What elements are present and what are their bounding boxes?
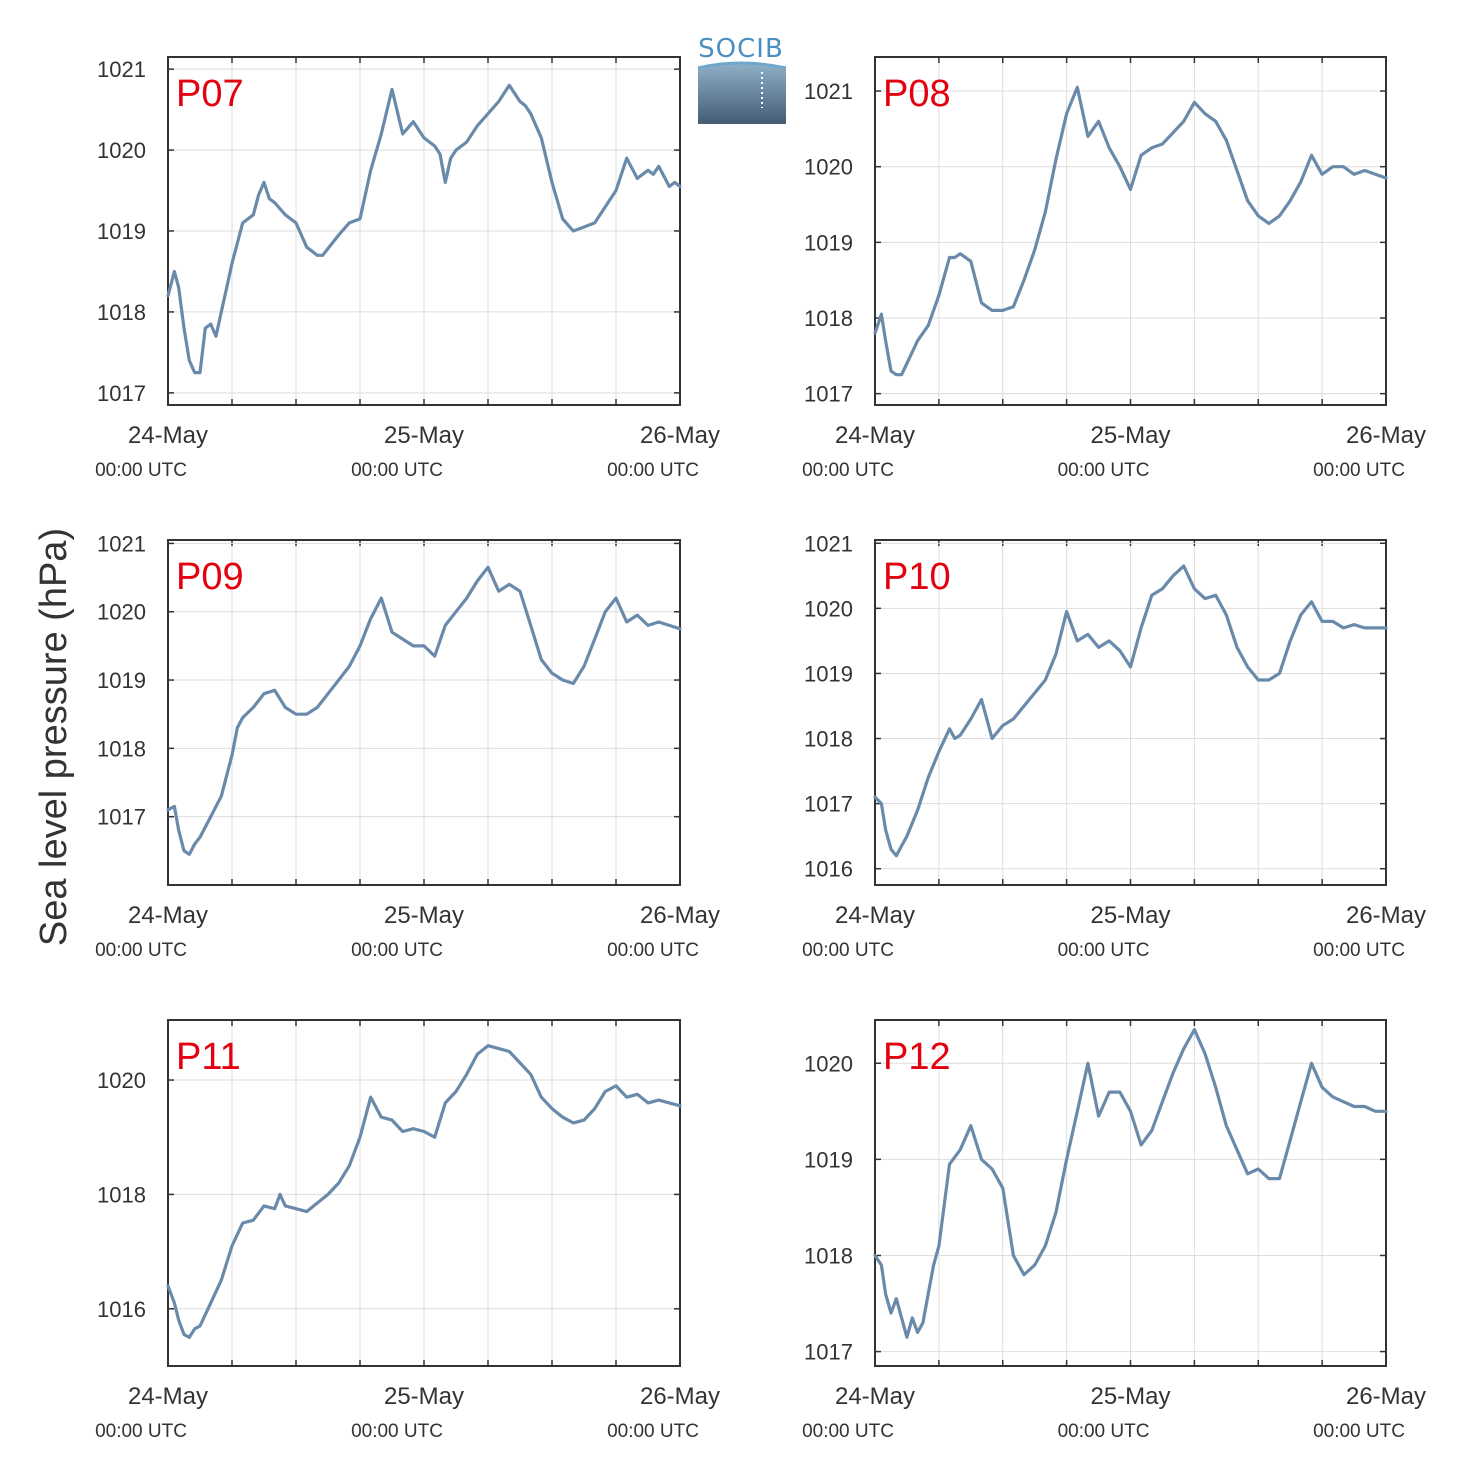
- x-tick-label: 26-May: [1346, 422, 1426, 449]
- x-tick-sublabel: 00:00 UTC: [95, 460, 187, 481]
- y-tick-label: 1018: [804, 727, 853, 752]
- y-tick-label: 1021: [804, 79, 853, 104]
- x-tick-sublabel: 00:00 UTC: [802, 460, 894, 481]
- logo-wave-shape: [698, 63, 786, 124]
- plot-frame: [167, 539, 681, 886]
- x-tick-label: 25-May: [1090, 1383, 1170, 1410]
- y-tick-label: 1021: [804, 531, 853, 556]
- panel-label: P08: [883, 73, 951, 115]
- x-tick-label: 25-May: [384, 1383, 464, 1410]
- x-tick-sublabel: 00:00 UTC: [1058, 940, 1150, 961]
- y-tick-label: 1020: [97, 138, 146, 163]
- pressure-series-line: [873, 85, 1388, 377]
- panel-p08: 1017 1018 1019 1020 1021 24-May 00:00 UTC 25-Ma…: [802, 56, 1426, 481]
- x-tick-sublabel: 00:00 UTC: [802, 1421, 894, 1442]
- x-tick-label: 25-May: [384, 902, 464, 929]
- y-tick-label: 1016: [804, 857, 853, 882]
- x-tick-label: 25-May: [384, 422, 464, 449]
- x-tick-label: 26-May: [640, 422, 720, 449]
- x-tick-sublabel: 00:00 UTC: [1058, 1421, 1150, 1442]
- x-tick-label: 24-May: [128, 902, 208, 929]
- x-tick-sublabel: 00:00 UTC: [607, 1421, 699, 1442]
- x-tick-label: 24-May: [128, 1383, 208, 1410]
- y-tick-label: 1020: [97, 1068, 146, 1093]
- x-tick-sublabel: 00:00 UTC: [351, 1421, 443, 1442]
- y-tick-label: 1020: [97, 600, 146, 625]
- panel-p07: 1017 1018 1019 1020 1021 24-May 00:00 UTC 25-Ma…: [95, 56, 720, 481]
- x-tick-label: 25-May: [1090, 902, 1170, 929]
- y-tick-label: 1017: [804, 1340, 853, 1365]
- y-tick-label: 1020: [804, 596, 853, 621]
- y-tick-label: 1017: [97, 805, 146, 830]
- y-tick-label: 1019: [97, 668, 146, 693]
- panel-label: P12: [883, 1036, 951, 1078]
- panel-label: P09: [176, 556, 244, 598]
- y-tick-label: 1016: [97, 1297, 146, 1322]
- x-tick-sublabel: 00:00 UTC: [1313, 940, 1405, 961]
- y-tick-label: 1019: [804, 1147, 853, 1172]
- pressure-series-line: [873, 564, 1388, 858]
- socib-logo: SOCIB: [697, 34, 787, 124]
- y-axis-label: Sea level pressure (hPa): [33, 528, 75, 946]
- y-tick-label: 1018: [97, 736, 146, 761]
- x-tick-label: 26-May: [1346, 902, 1426, 929]
- x-tick-label: 26-May: [640, 902, 720, 929]
- x-tick-label: 26-May: [640, 1383, 720, 1410]
- y-tick-label: 1017: [804, 792, 853, 817]
- x-tick-label: 24-May: [128, 422, 208, 449]
- pressure-series-line: [873, 1027, 1388, 1339]
- panel-p09: 1017 1018 1019 1020 1021 24-May 00:00 UTC 25-Ma…: [95, 531, 720, 961]
- x-tick-label: 24-May: [835, 902, 915, 929]
- y-tick-label: 1020: [804, 155, 853, 180]
- y-tick-label: 1018: [97, 1182, 146, 1207]
- panel-label: P07: [176, 73, 244, 115]
- panel-label: P10: [883, 556, 951, 598]
- panels: 1017 1018 1019 1020 1021 24-May 00:00 UTC 25-Ma…: [95, 56, 1426, 1442]
- x-tick-label: 25-May: [1090, 422, 1170, 449]
- panel-p11: 1016 1018 1020 24-May 00:00 UTC 25-May 00:00 U…: [95, 1019, 720, 1442]
- panel-p12: 1017 1018 1019 1020 24-May 00:00 UTC 25-May 00:…: [802, 1019, 1426, 1442]
- x-tick-sublabel: 00:00 UTC: [351, 940, 443, 961]
- plot-frame: [167, 56, 681, 406]
- pressure-series-line: [166, 565, 682, 856]
- x-tick-sublabel: 00:00 UTC: [351, 460, 443, 481]
- logo-text: SOCIB: [698, 34, 784, 64]
- panel-p10: 1016 1017 1018 1019 1020 1021 24-May 00:00 UTC 2…: [802, 531, 1426, 961]
- pressure-series-line: [166, 1044, 682, 1340]
- plot-frame: [167, 1019, 681, 1367]
- plot-frame: [874, 1019, 1387, 1367]
- y-tick-label: 1020: [804, 1051, 853, 1076]
- y-tick-label: 1018: [804, 306, 853, 331]
- y-tick-label: 1019: [804, 230, 853, 255]
- y-tick-label: 1018: [97, 300, 146, 325]
- x-tick-sublabel: 00:00 UTC: [95, 1421, 187, 1442]
- x-tick-sublabel: 00:00 UTC: [1313, 1421, 1405, 1442]
- y-tick-label: 1017: [97, 381, 146, 406]
- y-tick-label: 1017: [804, 382, 853, 407]
- x-tick-sublabel: 00:00 UTC: [607, 460, 699, 481]
- pressure-series-line: [166, 83, 682, 375]
- x-tick-sublabel: 00:00 UTC: [802, 940, 894, 961]
- x-tick-sublabel: 00:00 UTC: [1058, 460, 1150, 481]
- y-tick-label: 1021: [97, 531, 146, 556]
- x-tick-label: 24-May: [835, 1383, 915, 1410]
- plot-frame: [874, 56, 1387, 406]
- y-tick-label: 1021: [97, 57, 146, 82]
- plot-frame: [874, 539, 1387, 886]
- y-tick-label: 1019: [97, 219, 146, 244]
- x-tick-sublabel: 00:00 UTC: [1313, 460, 1405, 481]
- x-tick-label: 24-May: [835, 422, 915, 449]
- y-tick-label: 1018: [804, 1243, 853, 1268]
- x-tick-sublabel: 00:00 UTC: [95, 940, 187, 961]
- x-tick-label: 26-May: [1346, 1383, 1426, 1410]
- x-tick-sublabel: 00:00 UTC: [607, 940, 699, 961]
- logo-wave-top: [697, 61, 787, 70]
- y-tick-label: 1019: [804, 661, 853, 686]
- panel-label: P11: [176, 1036, 241, 1078]
